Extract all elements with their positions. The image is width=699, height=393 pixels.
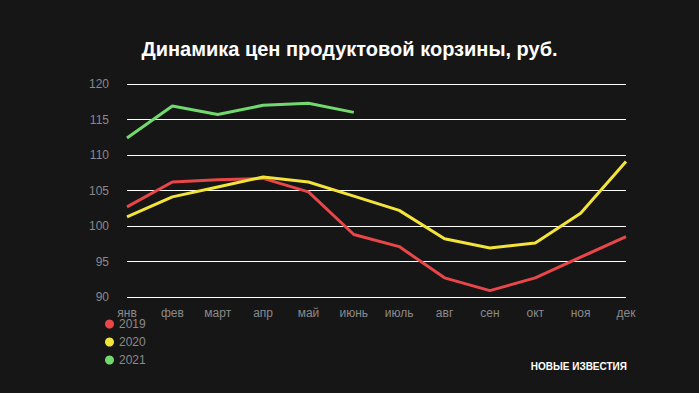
svg-text:янв: янв — [117, 306, 137, 320]
svg-text:сен: сен — [480, 306, 499, 320]
svg-text:105: 105 — [89, 184, 109, 198]
svg-text:июнь: июнь — [340, 306, 369, 320]
svg-text:дек: дек — [617, 306, 637, 320]
svg-text:110: 110 — [90, 148, 109, 162]
svg-text:2021: 2021 — [119, 353, 146, 367]
svg-text:115: 115 — [90, 113, 109, 127]
svg-text:фев: фев — [161, 306, 184, 320]
svg-text:июль: июль — [385, 306, 414, 320]
svg-text:2019: 2019 — [119, 317, 146, 331]
svg-text:НОВЫЕ ИЗВЕСТИЯ: НОВЫЕ ИЗВЕСТИЯ — [531, 361, 627, 372]
svg-text:2020: 2020 — [119, 335, 146, 349]
svg-text:90: 90 — [96, 290, 110, 304]
svg-text:ноя: ноя — [571, 306, 591, 320]
svg-text:Динамика цен продуктовой корзи: Динамика цен продуктовой корзины, руб. — [141, 38, 557, 60]
svg-text:окт: окт — [526, 306, 544, 320]
svg-text:100: 100 — [89, 219, 109, 233]
svg-text:120: 120 — [89, 77, 109, 91]
svg-text:95: 95 — [96, 255, 110, 269]
svg-text:май: май — [298, 306, 320, 320]
svg-text:апр: апр — [253, 306, 273, 320]
svg-text:март: март — [204, 306, 231, 320]
svg-text:авг: авг — [436, 306, 454, 320]
